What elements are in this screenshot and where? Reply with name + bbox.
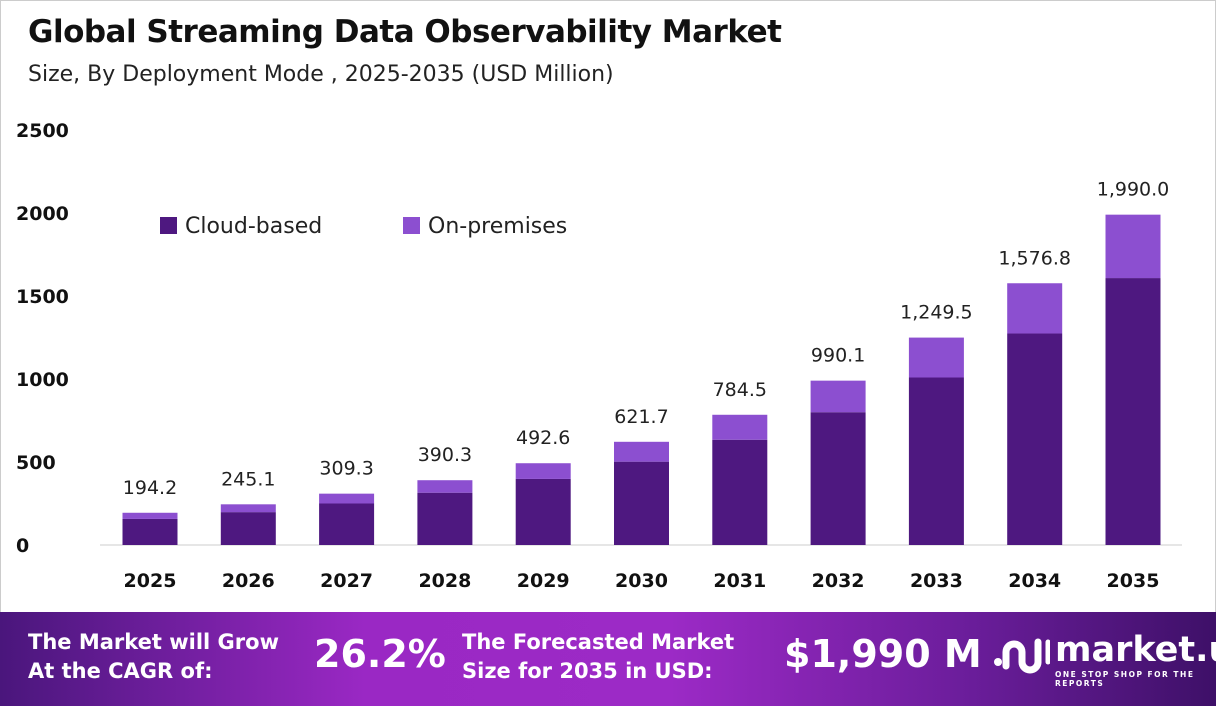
data-label: 309.3: [319, 458, 373, 480]
bar-cloud-based-2032: [810, 412, 866, 545]
bar-on-premises-2031: [712, 414, 768, 440]
legend-label: Cloud-based: [185, 214, 322, 239]
data-label: 390.3: [418, 444, 472, 466]
legend-swatch: [160, 217, 177, 234]
forecast-label-line2: Size for 2035 in USD:: [462, 659, 713, 683]
legend-label: On-premises: [428, 214, 567, 239]
bar-on-premises-2029: [515, 463, 571, 479]
bar-on-premises-2025: [122, 512, 178, 519]
bar-cloud-based-2027: [319, 503, 375, 545]
bar-cloud-based-2028: [417, 492, 473, 545]
bar-cloud-based-2025: [122, 518, 178, 545]
x-tick-label: 2026: [222, 570, 275, 592]
x-tick-label: 2031: [713, 570, 766, 592]
x-tick-label: 2028: [418, 570, 471, 592]
data-label: 245.1: [221, 468, 275, 490]
bar-cloud-based-2033: [908, 377, 964, 545]
bar-cloud-based-2034: [1007, 333, 1063, 545]
chart-title: Global Streaming Data Observability Mark…: [28, 14, 782, 50]
cagr-value: 26.2%: [314, 632, 446, 676]
bar-on-premises-2030: [614, 441, 669, 462]
logo-text: market.us: [1055, 630, 1216, 670]
logo-tagline: ONE STOP SHOP FOR THE REPORTS: [1055, 670, 1195, 688]
bar-chart: 0 500 1000 1500 2000 2500 194.2 2025 245.1 2026 3…: [16, 120, 1182, 592]
legend-swatch: [403, 217, 420, 234]
y-tick-label: 2500: [16, 120, 69, 142]
data-label: 194.2: [123, 477, 177, 499]
bar-on-premises-2027: [319, 493, 375, 504]
data-label: 492.6: [516, 427, 570, 449]
forecast-label-line1: The Forecasted Market: [462, 630, 735, 654]
x-tick-label: 2032: [812, 570, 865, 592]
data-label: 621.7: [614, 406, 668, 428]
x-tick-label: 2033: [910, 570, 963, 592]
y-tick-label: 2000: [16, 203, 69, 225]
bar-on-premises-2032: [810, 380, 866, 413]
bars: 194.2 2025 245.1 2026 309.3 2027 390.3 2028 492.…: [122, 179, 1170, 592]
x-tick-label: 2034: [1008, 570, 1061, 592]
x-tick-label: 2025: [124, 570, 177, 592]
bar-on-premises-2028: [417, 480, 473, 493]
y-axis: 0 500 1000 1500 2000 2500: [16, 120, 69, 557]
data-label: 1,249.5: [900, 302, 973, 324]
y-tick-label: 500: [16, 452, 56, 474]
market-us-logo-icon: [994, 638, 1050, 674]
x-tick-label: 2030: [615, 570, 668, 592]
forecast-label: The Forecasted Market Size for 2035 in U…: [462, 628, 734, 686]
bar-on-premises-2034: [1007, 283, 1063, 334]
x-tick-label: 2029: [517, 570, 570, 592]
bar-cloud-based-2031: [712, 439, 768, 545]
y-tick-label: 1500: [16, 286, 69, 308]
y-tick-label: 0: [16, 535, 29, 557]
bar-cloud-based-2030: [614, 461, 669, 545]
bar-cloud-based-2029: [515, 478, 571, 545]
data-label: 1,576.8: [998, 247, 1071, 269]
bar-cloud-based-2035: [1105, 278, 1161, 545]
footer-banner: The Market will Grow At the CAGR of: 26.…: [0, 612, 1216, 706]
data-label: 1,990.0: [1097, 179, 1170, 201]
forecast-value: $1,990 M: [784, 632, 982, 676]
x-tick-label: 2027: [320, 570, 373, 592]
cagr-label: The Market will Grow At the CAGR of:: [28, 628, 279, 686]
y-tick-label: 1000: [16, 369, 69, 391]
legend: Cloud-based On-premises: [160, 214, 567, 239]
data-label: 784.5: [713, 379, 767, 401]
cagr-label-line2: At the CAGR of:: [28, 659, 213, 683]
bar-cloud-based-2026: [220, 512, 276, 545]
bar-on-premises-2035: [1105, 214, 1161, 279]
bar-on-premises-2033: [908, 337, 964, 378]
bar-on-premises-2026: [220, 504, 276, 513]
x-tick-label: 2035: [1107, 570, 1160, 592]
chart-subtitle: Size, By Deployment Mode , 2025-2035 (US…: [28, 62, 614, 87]
cagr-label-line1: The Market will Grow: [28, 630, 279, 654]
data-label: 990.1: [811, 345, 865, 367]
